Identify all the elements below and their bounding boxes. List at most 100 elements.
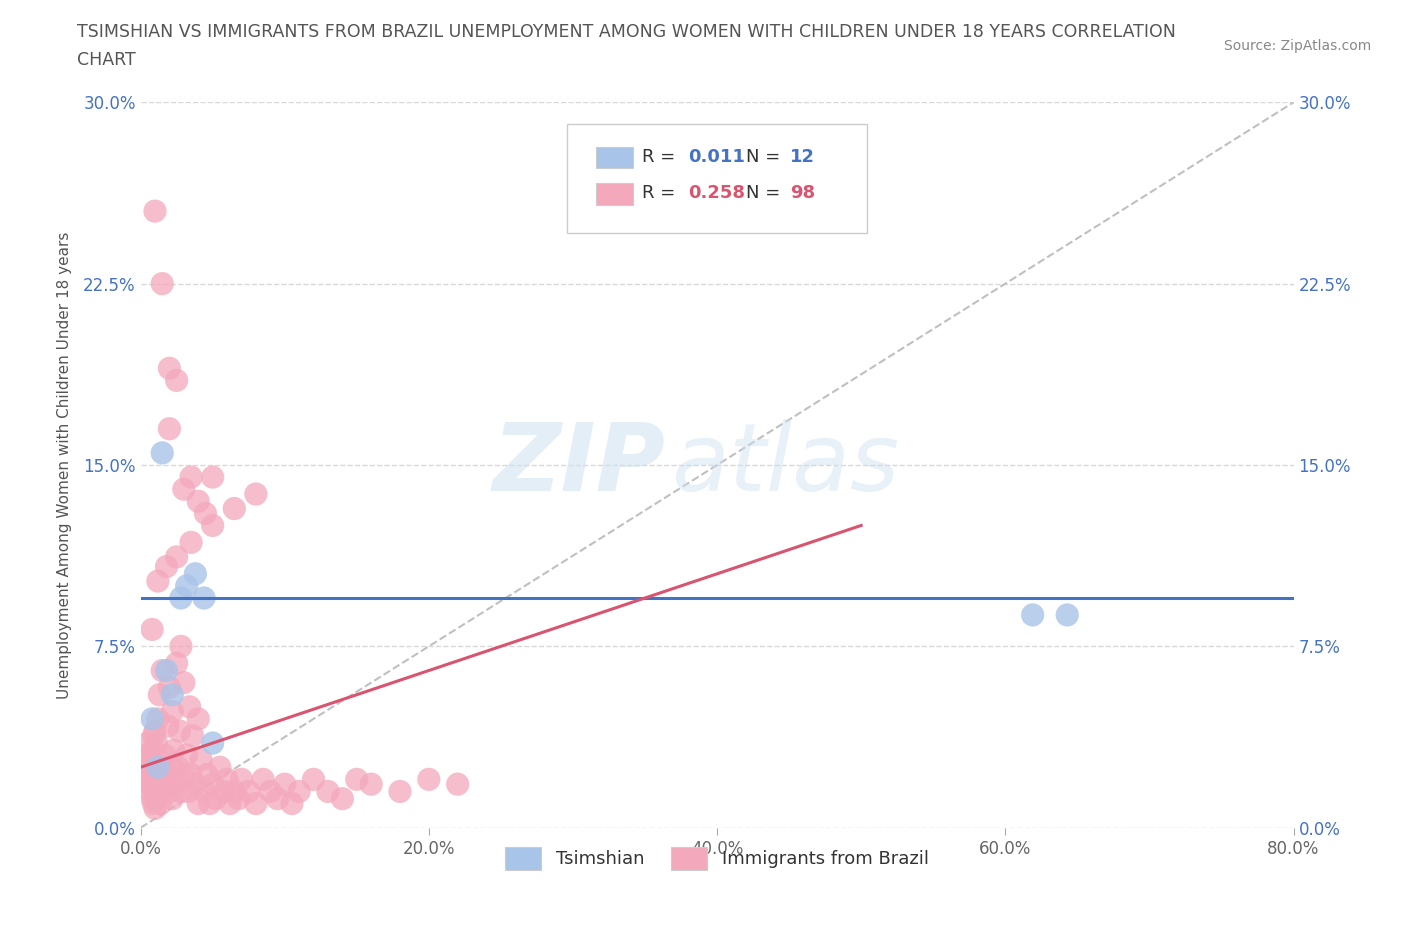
Point bbox=[332, 791, 354, 806]
Point bbox=[150, 760, 173, 775]
Point bbox=[184, 566, 207, 581]
Point bbox=[231, 772, 253, 787]
Point bbox=[212, 784, 235, 799]
Point bbox=[173, 675, 195, 690]
Point bbox=[418, 772, 440, 787]
Point bbox=[166, 656, 188, 671]
Point bbox=[245, 796, 267, 811]
Point bbox=[173, 482, 195, 497]
Y-axis label: Unemployment Among Women with Children Under 18 years: Unemployment Among Women with Children U… bbox=[58, 232, 72, 698]
Point bbox=[274, 777, 297, 791]
Point bbox=[208, 760, 231, 775]
FancyBboxPatch shape bbox=[596, 183, 633, 205]
Point bbox=[165, 777, 187, 791]
Text: N =: N = bbox=[747, 184, 786, 202]
Point bbox=[141, 622, 163, 637]
Point bbox=[141, 711, 163, 726]
Point bbox=[169, 724, 191, 738]
Text: ZIP: ZIP bbox=[492, 419, 665, 511]
Point bbox=[195, 767, 218, 782]
Point bbox=[146, 574, 169, 589]
Point bbox=[177, 784, 200, 799]
Point bbox=[149, 796, 172, 811]
Point bbox=[170, 639, 193, 654]
Point bbox=[184, 777, 207, 791]
Point bbox=[180, 767, 202, 782]
Point bbox=[148, 687, 170, 702]
Point bbox=[136, 748, 159, 763]
FancyBboxPatch shape bbox=[567, 124, 868, 232]
Point bbox=[187, 796, 209, 811]
Point bbox=[190, 752, 212, 767]
Point bbox=[170, 591, 193, 605]
Text: TSIMSHIAN VS IMMIGRANTS FROM BRAZIL UNEMPLOYMENT AMONG WOMEN WITH CHILDREN UNDER: TSIMSHIAN VS IMMIGRANTS FROM BRAZIL UNEM… bbox=[77, 23, 1177, 41]
Text: 0.011: 0.011 bbox=[689, 148, 745, 166]
Point bbox=[155, 559, 177, 574]
Point bbox=[346, 772, 368, 787]
Point bbox=[180, 535, 202, 550]
Point bbox=[141, 743, 163, 758]
Point bbox=[143, 784, 166, 799]
Point bbox=[166, 373, 188, 388]
Point bbox=[136, 772, 159, 787]
Point bbox=[224, 501, 246, 516]
Point bbox=[224, 784, 246, 799]
Point bbox=[150, 663, 173, 678]
Point bbox=[245, 486, 267, 501]
Point bbox=[136, 760, 159, 775]
Point bbox=[181, 728, 204, 743]
Point bbox=[143, 801, 166, 816]
Point bbox=[156, 719, 179, 734]
Point bbox=[162, 687, 184, 702]
Point bbox=[159, 361, 180, 376]
Point bbox=[194, 506, 217, 521]
Point bbox=[167, 760, 190, 775]
Point bbox=[447, 777, 470, 791]
Point bbox=[143, 724, 166, 738]
Point bbox=[281, 796, 304, 811]
Point bbox=[204, 791, 226, 806]
Point bbox=[170, 784, 193, 799]
Point bbox=[143, 760, 166, 775]
Point bbox=[163, 743, 186, 758]
Point bbox=[187, 494, 209, 509]
Point bbox=[266, 791, 288, 806]
Point bbox=[228, 791, 250, 806]
Point bbox=[288, 784, 311, 799]
Point bbox=[145, 736, 167, 751]
Point bbox=[162, 791, 184, 806]
Point bbox=[143, 204, 166, 219]
Point bbox=[217, 772, 239, 787]
Point bbox=[201, 470, 224, 485]
Point bbox=[155, 663, 177, 678]
Point bbox=[160, 760, 183, 775]
Point bbox=[173, 767, 195, 782]
Text: R =: R = bbox=[643, 184, 681, 202]
Point bbox=[146, 772, 169, 787]
Point bbox=[150, 445, 173, 460]
Point bbox=[146, 711, 169, 726]
Text: 0.258: 0.258 bbox=[689, 184, 745, 202]
Point bbox=[166, 550, 188, 565]
Point bbox=[259, 784, 281, 799]
Point bbox=[139, 784, 162, 799]
Point bbox=[176, 748, 198, 763]
Point bbox=[136, 736, 159, 751]
Point bbox=[187, 711, 209, 726]
Point bbox=[159, 680, 180, 695]
Legend: Tsimshian, Immigrants from Brazil: Tsimshian, Immigrants from Brazil bbox=[491, 833, 943, 883]
Point bbox=[162, 704, 184, 719]
Point bbox=[201, 518, 224, 533]
Point bbox=[176, 578, 198, 593]
Point bbox=[238, 784, 260, 799]
Point bbox=[252, 772, 274, 787]
Point bbox=[302, 772, 325, 787]
Text: atlas: atlas bbox=[671, 419, 900, 511]
Point bbox=[388, 784, 411, 799]
Point bbox=[1056, 607, 1078, 622]
Point bbox=[152, 777, 174, 791]
Point bbox=[360, 777, 382, 791]
Point bbox=[159, 421, 180, 436]
Point bbox=[155, 767, 177, 782]
Point bbox=[159, 784, 180, 799]
